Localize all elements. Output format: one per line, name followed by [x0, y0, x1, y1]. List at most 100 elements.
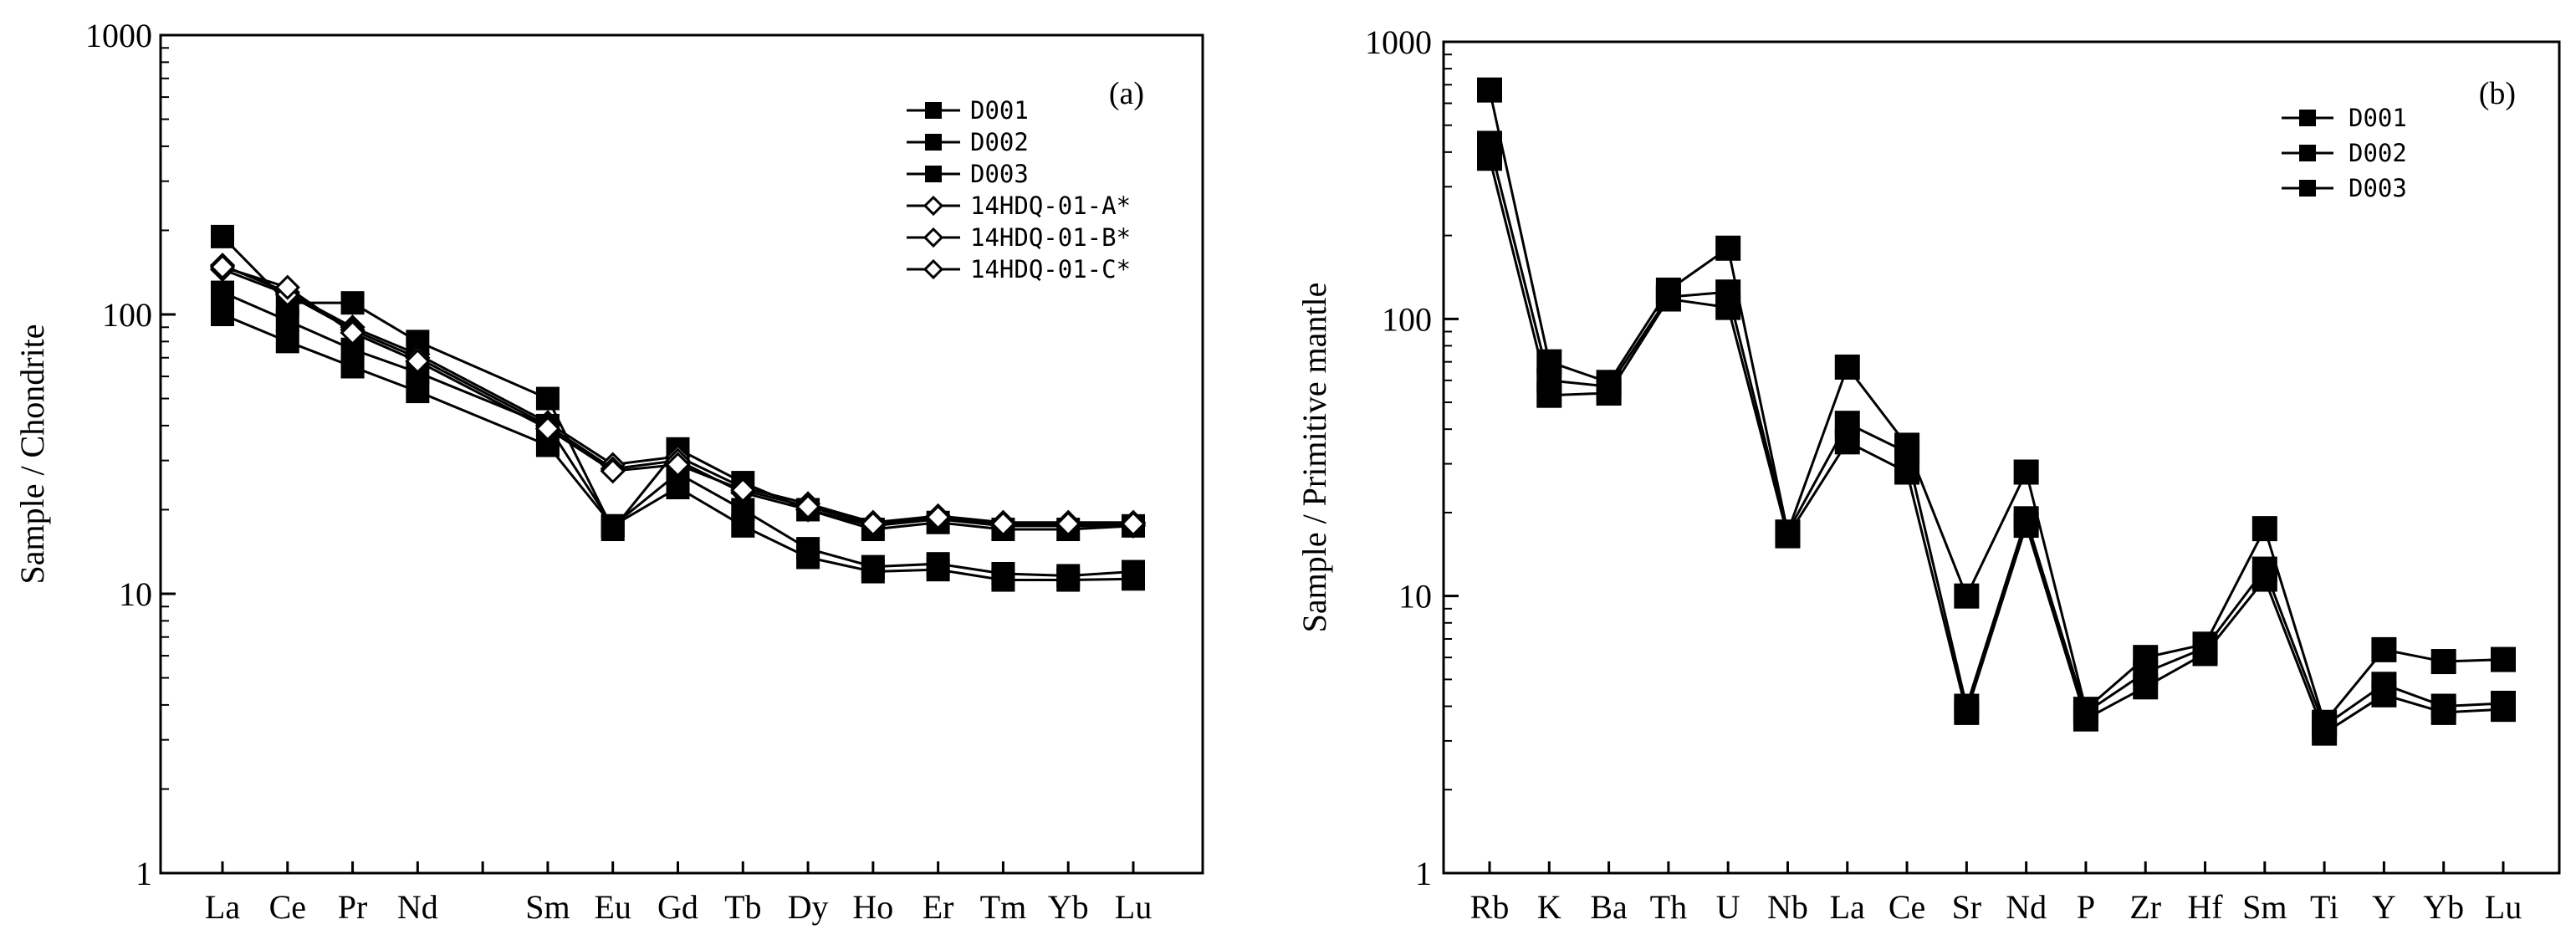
legend-label: D002	[970, 128, 1029, 156]
data-point	[535, 386, 560, 411]
legend-marker	[923, 227, 944, 248]
data-point	[2251, 516, 2277, 542]
series-d003	[1477, 77, 2516, 735]
data-point	[209, 254, 236, 280]
data-point	[1655, 277, 1681, 303]
y-axis-label-b: Sample / Primitive mantle	[1296, 283, 1333, 633]
x-tick-label: Dy	[788, 888, 829, 926]
x-tick-label: Th	[1650, 888, 1687, 926]
series-group-a	[209, 224, 1147, 592]
data-point	[730, 477, 756, 503]
legend-label: 14HDQ-01-A*	[970, 192, 1131, 220]
data-point	[665, 452, 691, 478]
x-tick-label: Ce	[1889, 888, 1925, 926]
legend-marker	[2299, 110, 2316, 126]
x-tick-label: Er	[923, 888, 954, 926]
data-point	[796, 545, 820, 570]
data-point	[275, 330, 299, 354]
y-axis-label-a: Sample / Chondrite	[13, 324, 51, 584]
data-point	[1894, 432, 1920, 458]
x-tick-label: Ce	[269, 888, 306, 926]
data-point	[2430, 699, 2456, 725]
data-point	[926, 558, 950, 582]
y-tick-label: 10	[119, 575, 152, 613]
data-point	[861, 559, 885, 584]
data-point	[340, 355, 365, 379]
data-point	[274, 274, 300, 300]
x-tick-label: Lu	[2485, 888, 2522, 926]
x-tick-label: La	[205, 888, 240, 926]
x-tick-label: Lu	[1115, 888, 1152, 926]
data-point	[2491, 697, 2516, 723]
legend-marker	[925, 134, 942, 151]
chart-panel-b: 1 10 100 1000 Rb K Ba Th U Nb La Ce Sr Nd P Zr Hf Sm Ti Y Y…	[1296, 23, 2561, 926]
x-tick-label: U	[1716, 888, 1740, 926]
data-point	[1954, 699, 1980, 725]
data-point	[1954, 583, 1980, 609]
data-point	[666, 476, 690, 500]
data-point	[1056, 568, 1081, 592]
x-tick-label: Pr	[338, 888, 368, 926]
x-tick-label: Hf	[2187, 888, 2223, 926]
data-point	[991, 568, 1015, 592]
x-tick-label: Tb	[724, 888, 761, 926]
data-point	[340, 291, 365, 315]
data-point	[795, 493, 821, 519]
data-point	[2371, 636, 2397, 662]
legend-label: D001	[2349, 104, 2407, 132]
data-point	[2312, 709, 2338, 735]
series-group-b	[1477, 77, 2516, 746]
series-14hdq-01-c-	[209, 254, 1147, 537]
data-point	[2491, 646, 2516, 672]
data-point	[340, 319, 365, 345]
plot-frame-b	[1442, 40, 2561, 875]
x-tick-label: Tm	[980, 888, 1027, 926]
legend-a: D001 D002 D003 14HDQ-01-A* 14HDQ-01-B* 14HDQ-…	[907, 96, 1131, 284]
y-tick-label: 1	[1415, 855, 1432, 892]
y-tick-label: 10	[1398, 578, 1432, 616]
data-point	[1715, 294, 1741, 320]
data-point	[2133, 674, 2159, 700]
panel-label-b: (b)	[2479, 76, 2516, 111]
data-point	[1894, 459, 1920, 485]
x-tick-label: Ti	[2310, 888, 2338, 926]
y-axis-a: 1 10 100 1000	[85, 17, 176, 892]
x-tick-label: Gd	[657, 888, 698, 926]
legend-marker	[923, 195, 944, 217]
x-tick-label: Nb	[1767, 888, 1808, 926]
y-tick-label: 1000	[85, 17, 152, 54]
x-tick-label: Eu	[594, 888, 631, 926]
data-point	[2251, 566, 2277, 592]
data-point	[600, 458, 626, 484]
legend-label: 14HDQ-01-C*	[970, 255, 1131, 284]
x-tick-label: Yb	[1048, 888, 1089, 926]
x-tick-label: Nd	[2006, 888, 2047, 926]
legend-label: D001	[970, 96, 1029, 125]
y-tick-label: 1000	[1365, 23, 1432, 61]
data-point	[534, 416, 561, 442]
x-axis-b: Rb K Ba Th U Nb La Ce Sr Nd P Zr Hf Sm Ti Y Yb Lu	[1470, 861, 2522, 926]
data-point	[1055, 511, 1081, 537]
legend-label: D003	[970, 160, 1029, 188]
data-point	[2133, 645, 2159, 671]
x-tick-label: Nd	[397, 888, 438, 926]
data-point	[1536, 382, 1562, 408]
data-point	[1715, 235, 1741, 261]
data-point	[406, 380, 430, 404]
data-point	[990, 511, 1016, 537]
x-tick-label: Y	[2372, 888, 2396, 926]
data-point	[1120, 511, 1147, 537]
data-point	[2371, 682, 2397, 708]
panel-label-a: (a)	[1109, 76, 1144, 111]
legend-marker	[925, 102, 942, 119]
data-point	[1477, 146, 1502, 171]
data-point	[925, 504, 951, 530]
legend-label: D002	[2349, 139, 2407, 167]
data-point	[2013, 513, 2039, 539]
data-point	[860, 511, 886, 537]
y-tick-label: 100	[102, 296, 152, 334]
series-d002	[211, 303, 1145, 592]
